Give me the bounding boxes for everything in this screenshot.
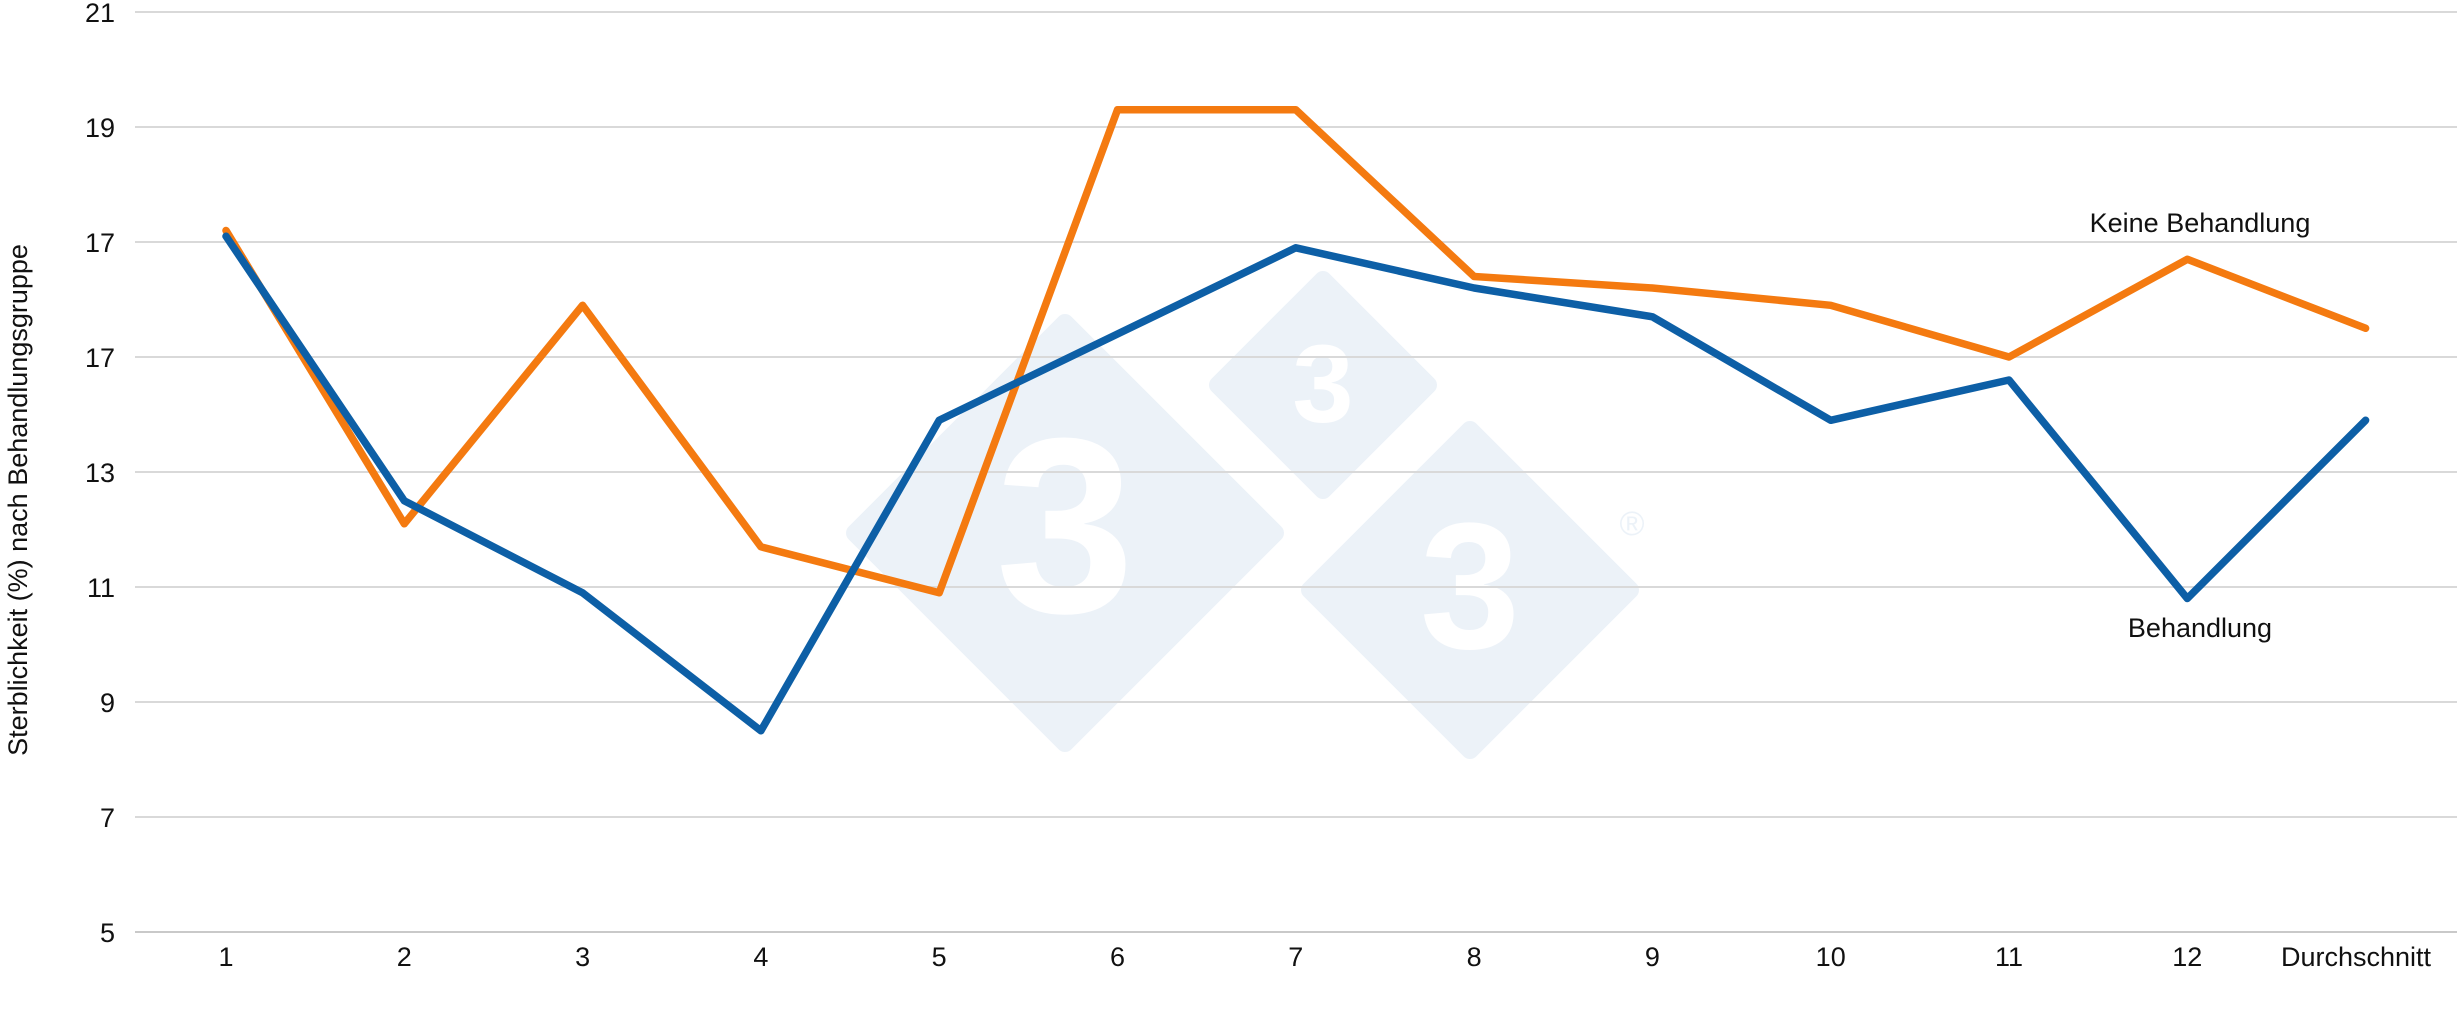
y-tick-label: 17 <box>85 343 115 373</box>
x-tick-label: 5 <box>932 942 947 972</box>
series-line-behandlung <box>222 232 2370 735</box>
y-tick-label: 7 <box>100 803 115 833</box>
watermark-diamond-right <box>1301 421 1639 759</box>
watermark-diamond-small <box>1209 271 1437 499</box>
y-tick-label: 19 <box>85 113 115 143</box>
x-tick-label: 2 <box>397 942 412 972</box>
y-tick-label: 5 <box>100 918 115 948</box>
watermark-registered-mark: ® <box>1619 505 1644 543</box>
y-axis-label: Sterblichkeit (%) nach Behandlungsgruppe <box>3 244 33 756</box>
x-tick-label: 9 <box>1645 942 1660 972</box>
x-tick-label: 10 <box>1816 942 1846 972</box>
series-label-behandlung: Behandlung <box>2128 613 2272 643</box>
gridlines <box>135 11 2457 933</box>
x-tick-label: 3 <box>575 942 590 972</box>
series-labels: Keine Behandlung Behandlung <box>2090 208 2311 643</box>
x-tick-label: 1 <box>218 942 233 972</box>
series-lines <box>222 106 2370 735</box>
y-tick-label: 9 <box>100 688 115 718</box>
x-axis-ticks: 1 2 3 4 5 6 7 8 9 10 11 12 Durchschnitt <box>218 942 2431 972</box>
watermark-logo: 333 ® <box>846 271 1645 759</box>
y-axis-ticks: 5 7 9 11 13 17 17 19 21 <box>85 0 115 948</box>
watermark-glyph: 3 <box>1292 323 1353 446</box>
y-tick-label: 11 <box>87 573 115 603</box>
x-tick-label: 6 <box>1110 942 1125 972</box>
x-tick-label: 8 <box>1467 942 1482 972</box>
series-label-keine-behandlung: Keine Behandlung <box>2090 208 2311 238</box>
x-tick-label: 11 <box>1995 942 2023 972</box>
watermark-diamond-large <box>846 314 1284 752</box>
series-line-keine-behandlung <box>222 106 2370 597</box>
y-tick-label: 17 <box>85 228 115 258</box>
x-tick-label: 4 <box>753 942 768 972</box>
x-tick-label: Durchschnitt <box>2281 942 2432 972</box>
y-tick-label: 21 <box>85 0 115 28</box>
y-tick-label: 13 <box>85 458 115 488</box>
x-tick-label: 12 <box>2172 942 2202 972</box>
x-tick-label: 7 <box>1288 942 1303 972</box>
watermark-glyph: 3 <box>995 386 1134 665</box>
